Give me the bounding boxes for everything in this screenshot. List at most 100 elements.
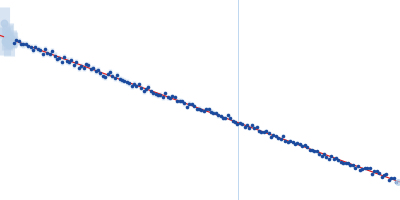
Point xyxy=(381,174,387,177)
Point xyxy=(299,144,306,147)
Point xyxy=(376,171,382,174)
Point xyxy=(222,116,228,120)
Point xyxy=(229,120,236,123)
Point xyxy=(212,112,219,115)
Point xyxy=(193,107,200,111)
Point xyxy=(292,142,298,145)
Point xyxy=(6,44,12,47)
Point xyxy=(145,85,152,89)
Point xyxy=(234,122,240,125)
Point xyxy=(97,72,104,75)
Point xyxy=(66,60,72,64)
Point xyxy=(280,135,286,138)
Point xyxy=(191,104,197,107)
Point xyxy=(64,59,70,62)
Point xyxy=(71,64,77,67)
Point xyxy=(198,109,204,112)
Point xyxy=(270,134,277,137)
Point xyxy=(174,99,180,102)
Point xyxy=(9,38,15,41)
Point xyxy=(169,95,176,98)
Point xyxy=(251,127,258,130)
Point xyxy=(155,93,161,97)
Point xyxy=(239,122,245,125)
Point xyxy=(357,169,363,172)
Point xyxy=(104,73,111,76)
Point xyxy=(316,153,322,156)
Point xyxy=(328,155,334,158)
Point xyxy=(47,53,53,56)
Point xyxy=(124,80,130,84)
Point xyxy=(266,131,272,135)
Point xyxy=(220,117,226,120)
Point xyxy=(40,52,46,55)
Point xyxy=(282,139,289,142)
Point xyxy=(28,45,34,49)
Point xyxy=(268,135,274,138)
Point xyxy=(157,93,164,96)
Point xyxy=(323,156,330,159)
Point xyxy=(278,138,284,141)
Point xyxy=(25,45,32,48)
Point xyxy=(386,179,392,182)
Point xyxy=(109,75,116,78)
Point xyxy=(378,175,385,178)
Point xyxy=(100,74,106,77)
Point xyxy=(258,130,265,133)
Point xyxy=(338,161,344,164)
Point xyxy=(162,92,168,95)
Point xyxy=(128,84,135,88)
Point xyxy=(215,114,221,117)
Point xyxy=(290,141,296,144)
Point xyxy=(138,86,144,89)
Point xyxy=(172,95,178,99)
Point xyxy=(287,139,294,142)
Point xyxy=(345,162,351,165)
Point xyxy=(302,144,308,147)
Point xyxy=(273,135,279,138)
Point xyxy=(164,96,171,99)
Point xyxy=(224,114,231,117)
Point xyxy=(35,47,41,51)
Point xyxy=(205,108,212,111)
Point xyxy=(140,90,147,93)
Point xyxy=(32,46,39,49)
Point xyxy=(254,125,260,128)
Point xyxy=(143,87,149,91)
Point xyxy=(179,99,185,103)
Point xyxy=(285,141,291,144)
Point xyxy=(217,115,224,118)
Point xyxy=(54,57,60,60)
Point xyxy=(112,77,118,80)
Point xyxy=(364,167,370,170)
Point xyxy=(44,51,51,54)
Point xyxy=(73,61,80,64)
Point xyxy=(395,180,400,183)
Point xyxy=(102,75,108,79)
Point xyxy=(196,107,202,110)
Point xyxy=(294,142,301,145)
Point xyxy=(350,164,356,167)
Point xyxy=(309,149,315,152)
Point xyxy=(18,43,24,46)
Point xyxy=(371,170,378,173)
Point xyxy=(1,21,7,24)
Point xyxy=(68,58,75,61)
Point xyxy=(263,130,270,133)
Point xyxy=(131,82,137,85)
Point xyxy=(7,38,14,41)
Point xyxy=(184,105,190,108)
Point xyxy=(30,48,36,52)
Point xyxy=(208,110,214,113)
Point xyxy=(297,143,303,146)
Point xyxy=(321,152,327,156)
Point xyxy=(83,63,89,66)
Point xyxy=(366,166,373,170)
Point xyxy=(246,126,253,129)
Point xyxy=(352,167,358,170)
Point xyxy=(136,83,142,86)
Point xyxy=(56,56,63,59)
Point xyxy=(333,156,339,159)
Point xyxy=(256,129,262,133)
Point xyxy=(61,56,68,59)
